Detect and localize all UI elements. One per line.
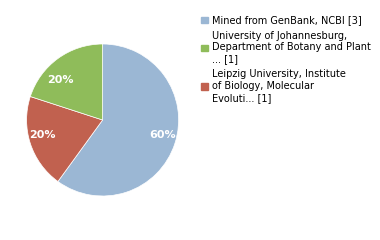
Wedge shape [58,44,179,196]
Wedge shape [30,44,103,120]
Wedge shape [27,96,103,181]
Legend: Mined from GenBank, NCBI [3], University of Johannesburg,
Department of Botany a: Mined from GenBank, NCBI [3], University… [201,16,371,102]
Text: 60%: 60% [150,130,176,140]
Text: 20%: 20% [29,130,55,140]
Text: 20%: 20% [47,75,74,85]
